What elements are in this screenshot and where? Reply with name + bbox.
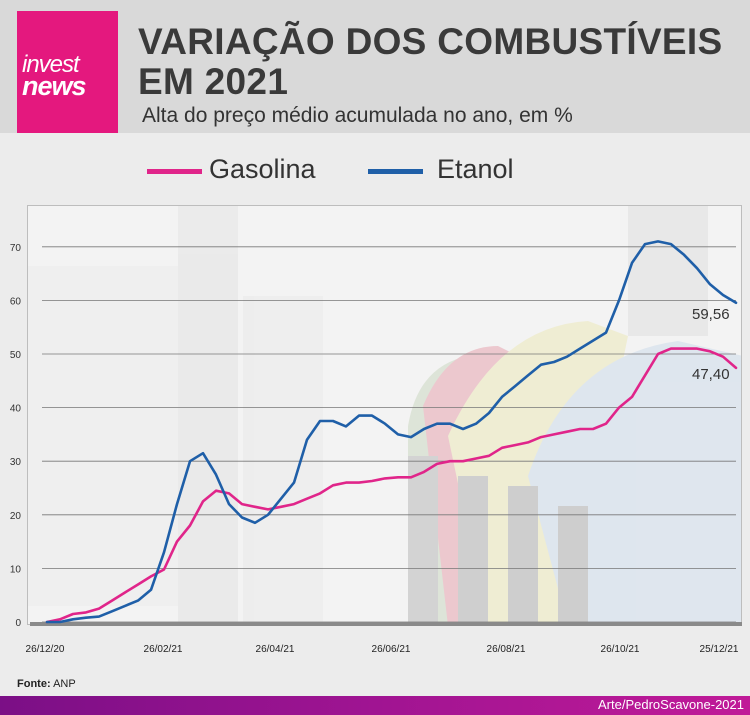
series-line-gasolina (45, 347, 738, 624)
chart-legend: Gasolina Etanol (0, 152, 750, 192)
source-label: Fonte: (17, 678, 51, 690)
credit-text: Arte/PedroScavone-2021 (598, 697, 744, 712)
x-axis-baseline (30, 622, 742, 626)
legend-label-gasolina: Gasolina (209, 154, 316, 184)
x-tick-label-2: 26/04/21 (256, 644, 295, 655)
x-tick-label-5: 26/10/21 (601, 644, 640, 655)
x-tick-label-1: 26/02/21 (144, 644, 183, 655)
logo-line2: news (22, 71, 87, 101)
source-value: ANP (53, 678, 76, 690)
legend-swatch-gasolina (147, 169, 202, 174)
footer-bar: Arte/PedroScavone-2021 (0, 696, 750, 715)
page-subtitle: Alta do preço médio acumulada no ano, em… (142, 104, 573, 127)
x-tick-label-6: 25/12/21 (700, 644, 739, 655)
x-tick-label-0: 26/12/20 (26, 644, 65, 655)
x-tick-label-4: 26/08/21 (487, 644, 526, 655)
y-tick-label-30: 30 (10, 457, 22, 468)
y-tick-label-10: 10 (10, 564, 22, 575)
series-line-etanol (45, 240, 738, 624)
source-note: Fonte: ANP (17, 678, 76, 690)
title-line1: VARIAÇÃO DOS COMBUSTÍVEIS (138, 21, 723, 62)
header-band (0, 0, 750, 133)
y-tick-label-0: 0 (15, 618, 21, 629)
page-title: VARIAÇÃO DOS COMBUSTÍVEIS EM 2021 (138, 22, 738, 102)
y-tick-label-60: 60 (10, 296, 22, 307)
plot-area (27, 205, 742, 625)
y-tick-label-50: 50 (10, 350, 22, 361)
end-label-gasolina: 47,40 (692, 366, 730, 383)
logo-line1: invest (22, 51, 80, 78)
nozzle-background (28, 206, 741, 624)
legend-label-etanol: Etanol (437, 154, 514, 184)
legend-swatch-etanol (368, 169, 423, 174)
x-tick-label-3: 26/06/21 (372, 644, 411, 655)
investnews-logo: invest news (17, 11, 118, 133)
y-tick-label-20: 20 (10, 511, 22, 522)
y-tick-label-70: 70 (10, 243, 22, 254)
y-tick-label-40: 40 (10, 404, 22, 415)
title-line2: EM 2021 (138, 61, 289, 102)
end-label-etanol: 59,56 (692, 306, 730, 323)
